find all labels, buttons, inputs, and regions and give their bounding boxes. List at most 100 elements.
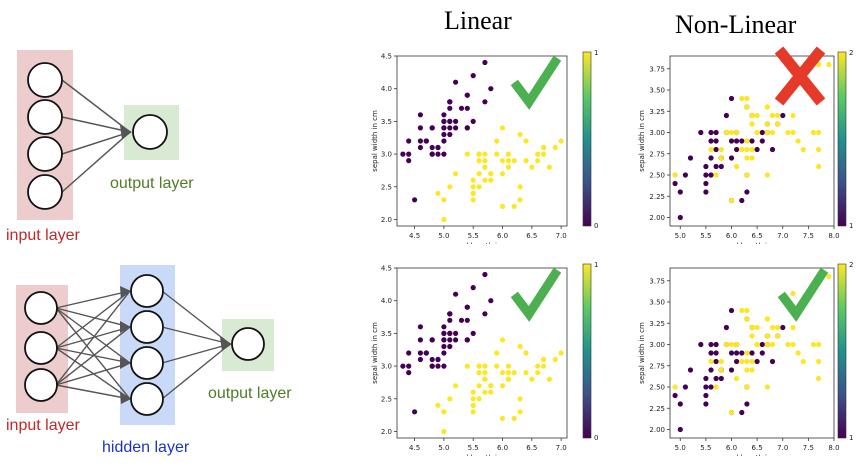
data-point [703,401,709,407]
data-point [816,358,822,365]
data-point [769,341,776,348]
data-point [728,367,735,373]
data-point [769,146,776,153]
data-point [441,409,447,415]
hidden-neuron [130,382,164,416]
data-point [482,389,488,395]
data-point [494,138,500,144]
data-point [535,151,541,157]
data-point [810,129,817,136]
data-point [505,376,511,382]
data-point [470,73,476,79]
data-point [708,341,714,348]
data-point [749,350,755,356]
colorbar-min-label: 0 [594,434,598,442]
data-point [558,350,564,356]
data-point [494,363,500,369]
data-point [505,158,511,164]
data-point [739,95,745,102]
data-point [470,197,476,203]
data-point [744,138,750,144]
network-2-output-label: output layer [208,385,292,402]
data-point [453,125,459,131]
data-point [470,177,476,183]
data-point [499,171,506,177]
data-point [541,144,547,151]
data-point [816,341,822,348]
data-point [447,311,453,317]
data-point [482,164,488,170]
input-neuron [27,99,63,135]
data-point [441,151,447,157]
colorbar [582,51,592,227]
data-point [476,370,482,376]
input-neuron [24,291,58,325]
data-point [523,138,529,144]
data-point [698,341,704,348]
data-point [435,402,441,408]
data-point [682,384,688,390]
data-point [499,203,506,209]
data-point [703,189,709,195]
x-tick-label: 6.0 [497,444,508,452]
data-point [759,138,765,144]
y-tick-label: 2.00 [649,214,665,222]
data-point [406,138,412,144]
data-point [552,144,558,151]
data-point [435,190,441,196]
data-point [470,409,476,415]
data-point [505,164,511,170]
data-point [447,396,453,402]
y-tick-label: 3.00 [649,341,665,349]
data-point [447,343,453,350]
data-point [447,184,453,190]
x-tick-label: 5.5 [700,444,711,452]
data-point [739,146,745,153]
x-tick-label: 5.5 [700,232,711,240]
data-point [417,324,423,330]
data-point [441,138,447,144]
y-tick-label: 2.50 [649,172,665,180]
data-point [713,341,719,348]
data-point [739,307,745,314]
data-point [744,172,750,178]
data-point [826,61,832,68]
x-tick-label: 4.5 [409,232,420,240]
x-tick-label: 5.0 [438,444,449,452]
nonlinear-heading: Non-Linear [675,10,797,39]
data-point [505,151,511,157]
x-tick-label: 8.0 [828,232,839,240]
data-point [499,370,506,376]
data-point [708,155,714,161]
data-point [441,112,447,118]
data-point [494,151,500,157]
data-point [708,146,714,153]
x-tick-label: 5.0 [438,232,449,240]
data-point [826,273,832,280]
data-point [535,363,541,369]
data-point [677,189,683,195]
data-point [749,324,755,331]
data-point [703,375,709,382]
y-tick-label: 3.5 [381,330,392,338]
data-point [517,184,523,190]
data-point [453,171,459,177]
x-tick-label: 8.0 [828,444,839,452]
data-point [816,375,822,382]
data-point [677,401,683,407]
data-point [476,363,482,369]
data-point [713,129,719,136]
data-point [541,151,547,157]
data-point [687,155,694,161]
data-point [744,146,750,153]
data-point [703,384,709,390]
data-point [769,324,776,331]
data-point [464,337,470,343]
data-point [406,158,412,164]
data-point [785,341,791,348]
network-2-hidden-label: hidden layer [102,439,190,456]
data-point [441,343,447,350]
x-axis-label: sepal length in cm [720,242,785,244]
colorbar-min-label: 1 [849,434,853,442]
data-point [754,324,760,331]
